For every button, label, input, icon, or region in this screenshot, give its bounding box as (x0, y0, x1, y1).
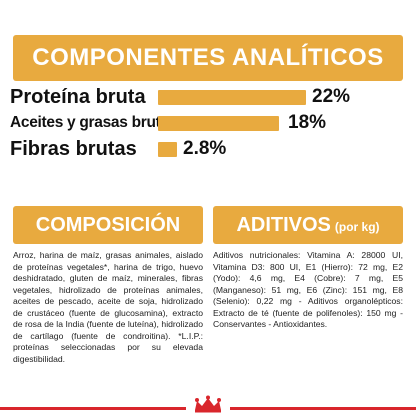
additives-text: Aditivos nutricionales: Vitamina A: 2800… (213, 250, 403, 329)
analytics-value-protein: 22% (312, 86, 351, 107)
analytics-bar-fat (158, 116, 279, 131)
composition-title: COMPOSICIÓN (35, 213, 181, 236)
analytics-title: COMPONENTES ANALÍTICOS (32, 44, 384, 71)
additives-banner: ADITIVOS (por kg) (213, 206, 403, 244)
additives-title: ADITIVOS (236, 213, 331, 236)
analytics-row-fiber: Fibras brutas (10, 137, 137, 161)
analytics-row-protein: Proteína bruta (10, 85, 146, 109)
royal-canin-crown-icon (195, 395, 221, 413)
analytics-label: Proteína bruta (10, 85, 146, 108)
analytics-bar-fiber (158, 142, 177, 157)
analytics-label: Fibras brutas (10, 137, 137, 160)
analytics-value-fat: 18% (288, 112, 327, 133)
analytics-banner: COMPONENTES ANALÍTICOS (13, 35, 403, 81)
composition-banner: COMPOSICIÓN (13, 206, 203, 244)
analytics-row-fat: Aceites y grasas brutos (10, 111, 178, 135)
analytics-bar-protein (158, 90, 306, 105)
additives-title-suffix: (por kg) (334, 220, 380, 234)
analytics-value-fiber: 2.8% (183, 138, 227, 159)
composition-text: Arroz, harina de maíz, grasas animales, … (13, 250, 203, 364)
analytics-label: Aceites y grasas brutos (10, 114, 178, 131)
